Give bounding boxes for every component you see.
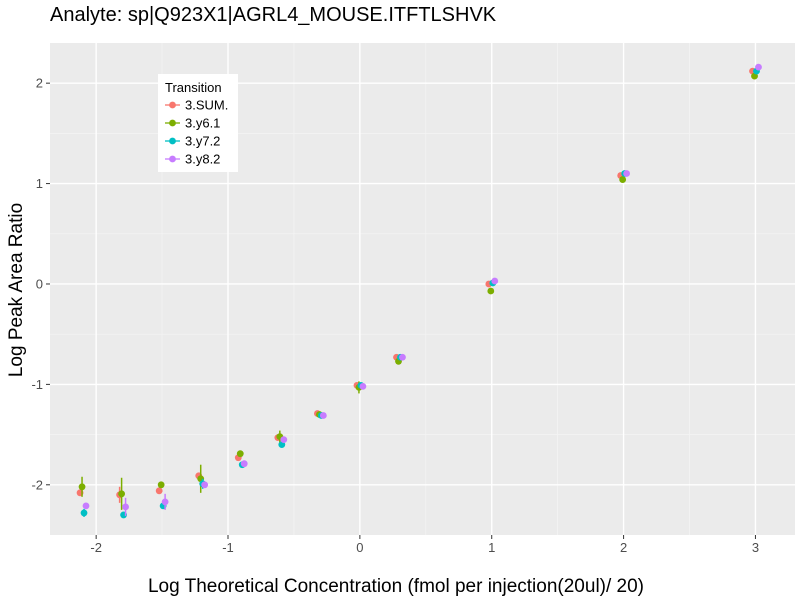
legend-item: 3.y6.1 (165, 116, 220, 131)
y-tick-label: 2 (36, 76, 43, 91)
series-3.y6.1 (78, 72, 758, 510)
data-point (755, 63, 762, 71)
x-tick-label: 3 (752, 540, 759, 555)
data-point (201, 481, 209, 489)
axes-layer: -2 -1 0 1 2 3 -2 -1 0 1 2 (31, 76, 759, 555)
data-point (319, 412, 327, 419)
data-point (155, 487, 163, 495)
data-point (487, 287, 495, 295)
data-point (240, 460, 248, 468)
legend-label: 3.SUM. (185, 98, 228, 113)
data-point (359, 382, 367, 390)
chart-title: Analyte: sp|Q923X1|AGRL4_MOUSE.ITFTLSHVK (50, 4, 497, 26)
x-axis-title: Log Theoretical Concentration (fmol per … (148, 576, 644, 597)
data-point (122, 503, 129, 511)
x-tick-label: -1 (222, 540, 234, 555)
data-point (78, 483, 86, 491)
data-point (157, 481, 165, 489)
grid-layer (50, 43, 795, 535)
legend-key-point (169, 119, 176, 127)
y-axis-title: Log Peak Area Ratio (6, 203, 27, 377)
data-point (80, 509, 88, 517)
data-point (619, 176, 627, 183)
data-point (82, 502, 90, 510)
x-tick-label: 1 (488, 540, 495, 555)
legend-key-point (169, 137, 176, 145)
y-tick-label: 0 (36, 276, 43, 291)
legend-key-point (169, 101, 176, 109)
legend-key-point (169, 155, 176, 163)
legend-item: 3.SUM. (165, 98, 228, 113)
legend-label: 3.y6.1 (185, 116, 220, 131)
legend-title: Transition (165, 80, 222, 95)
y-tick-label: -2 (31, 477, 43, 492)
y-tick-label: -1 (31, 377, 43, 392)
x-tick-label: -2 (90, 540, 102, 555)
legend-items: 3.SUM. 3.y6.1 3.y7.2 3.y8.2 (165, 98, 228, 167)
data-point (280, 436, 288, 444)
data-point (161, 498, 169, 506)
legend: Transition 3.SUM. 3.y6.1 3.y7.2 3.y8.2 (158, 74, 238, 172)
legend-item: 3.y7.2 (165, 134, 220, 149)
data-point (623, 170, 631, 177)
series-layer (76, 63, 762, 519)
x-tick-label: 2 (620, 540, 627, 555)
legend-label: 3.y7.2 (185, 134, 220, 149)
x-tick-label: 0 (356, 540, 363, 555)
data-point (236, 450, 244, 458)
legend-label: 3.y8.2 (185, 152, 220, 167)
series-3.y8.2 (82, 63, 762, 516)
legend-item: 3.y8.2 (165, 152, 220, 167)
data-point (399, 353, 406, 361)
data-point (118, 490, 125, 498)
data-point (491, 277, 499, 285)
y-tick-label: 1 (36, 176, 43, 191)
